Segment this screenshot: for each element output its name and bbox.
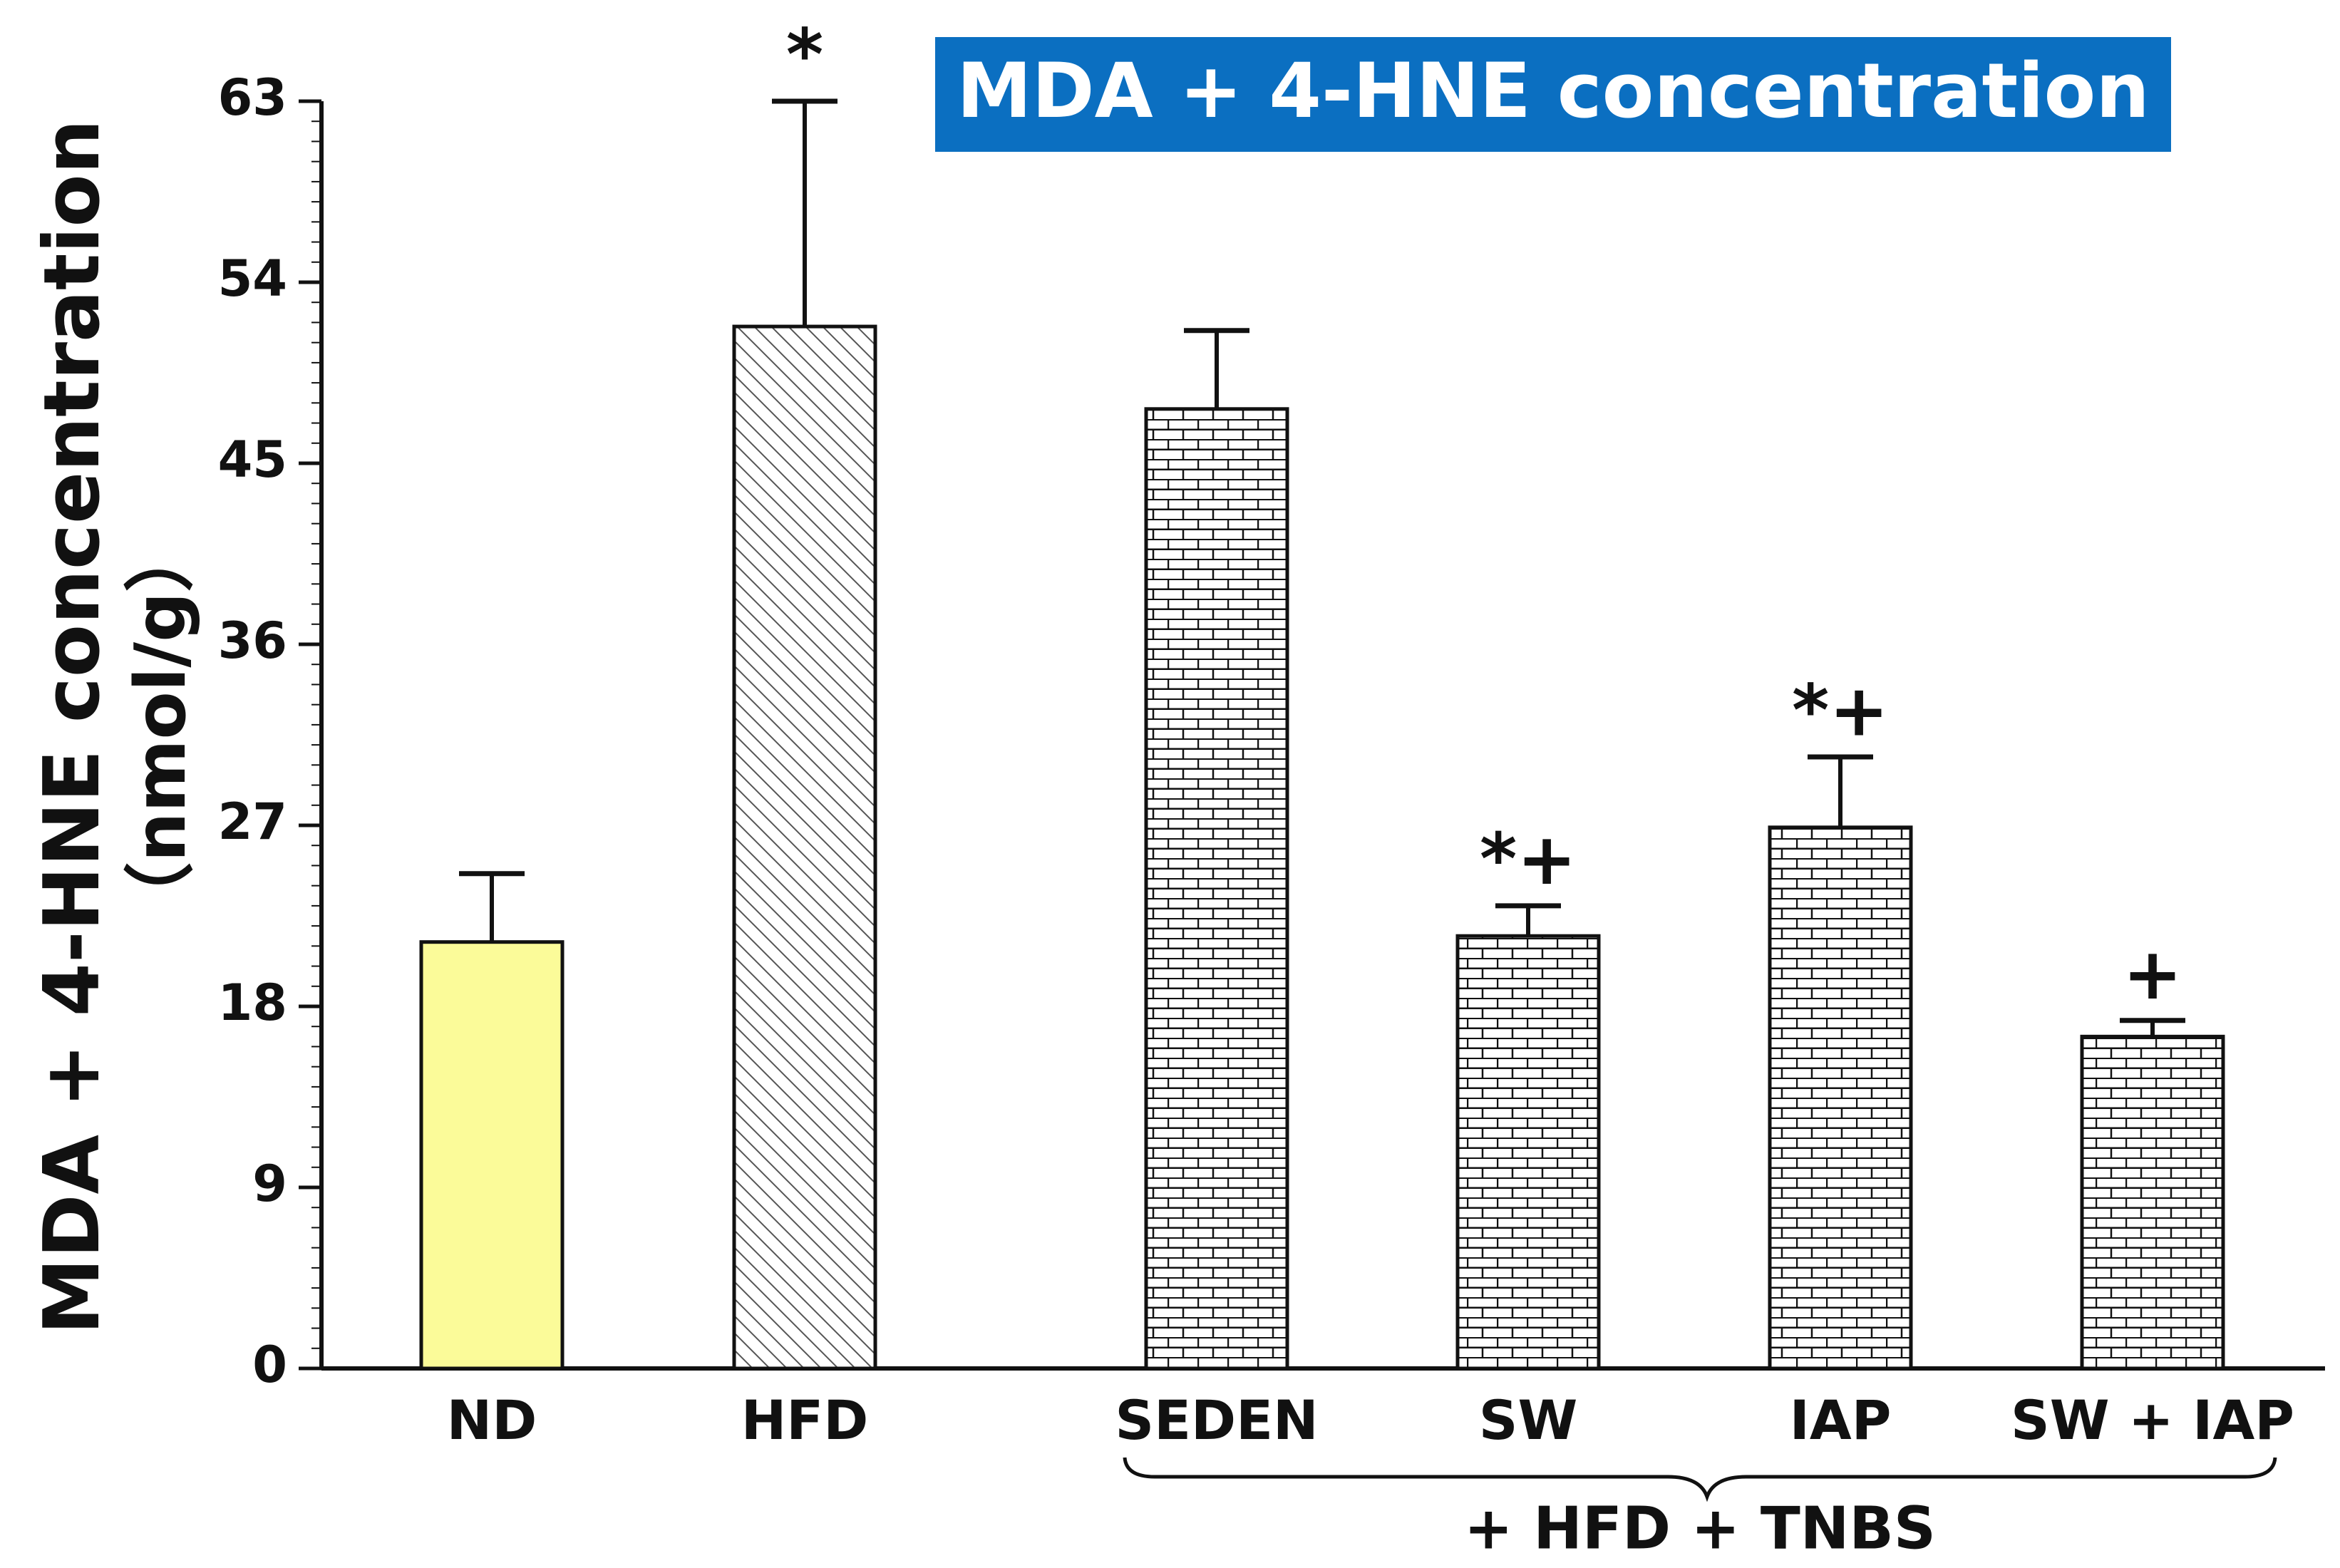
x-labels: ND HFD SEDEN SW IAP SW + IAP [447, 1388, 2294, 1452]
y-tick-label: 27 [218, 793, 287, 851]
group-label: + HFD + TNBS [1464, 1495, 1936, 1562]
x-category-label: IAP [1790, 1388, 1892, 1452]
chart-title-background [935, 37, 2171, 152]
chart-title: MDA + 4-HNE concentration [957, 47, 2150, 135]
bar [1144, 407, 1289, 1371]
x-category-label: HFD [741, 1388, 869, 1452]
y-tick-label: 63 [218, 68, 287, 127]
y-tick-label: 36 [218, 612, 287, 670]
y-axis-unit: （nmol/g） [120, 522, 202, 932]
y-axis-unit-group: （nmol/g） [120, 522, 202, 932]
chart-title-box: MDA + 4-HNE concentration [935, 37, 2171, 152]
bars: * *+ *+ + [419, 13, 2225, 1371]
x-category-label: SW [1479, 1388, 1578, 1452]
y-ticks: 0 9 18 27 36 45 54 63 [218, 68, 321, 1394]
y-tick-label: 54 [218, 249, 287, 308]
x-category-label: SW + IAP [2011, 1388, 2294, 1452]
y-tick-label: 45 [218, 430, 287, 489]
significance-marker: *+ [1480, 817, 1577, 901]
y-axis-title: MDA + 4-HNE concentration [28, 119, 117, 1334]
significance-marker: * [786, 13, 823, 96]
bar [419, 940, 565, 1371]
y-tick-label: 0 [252, 1336, 287, 1394]
y-tick-label: 9 [252, 1155, 287, 1213]
bar [1455, 934, 1601, 1371]
y-axis-title-group: MDA + 4-HNE concentration [28, 119, 117, 1334]
bar [2080, 1034, 2225, 1371]
x-category-label: SEDEN [1115, 1388, 1318, 1452]
group-brace [1123, 1457, 2277, 1502]
bar [732, 324, 877, 1371]
bar [1768, 825, 1913, 1371]
significance-marker: + [2123, 932, 2182, 1016]
y-tick-label: 18 [218, 974, 287, 1032]
significance-marker: *+ [1792, 669, 1889, 752]
x-category-label: ND [447, 1388, 537, 1452]
y-minor-ticks [311, 100, 321, 1369]
